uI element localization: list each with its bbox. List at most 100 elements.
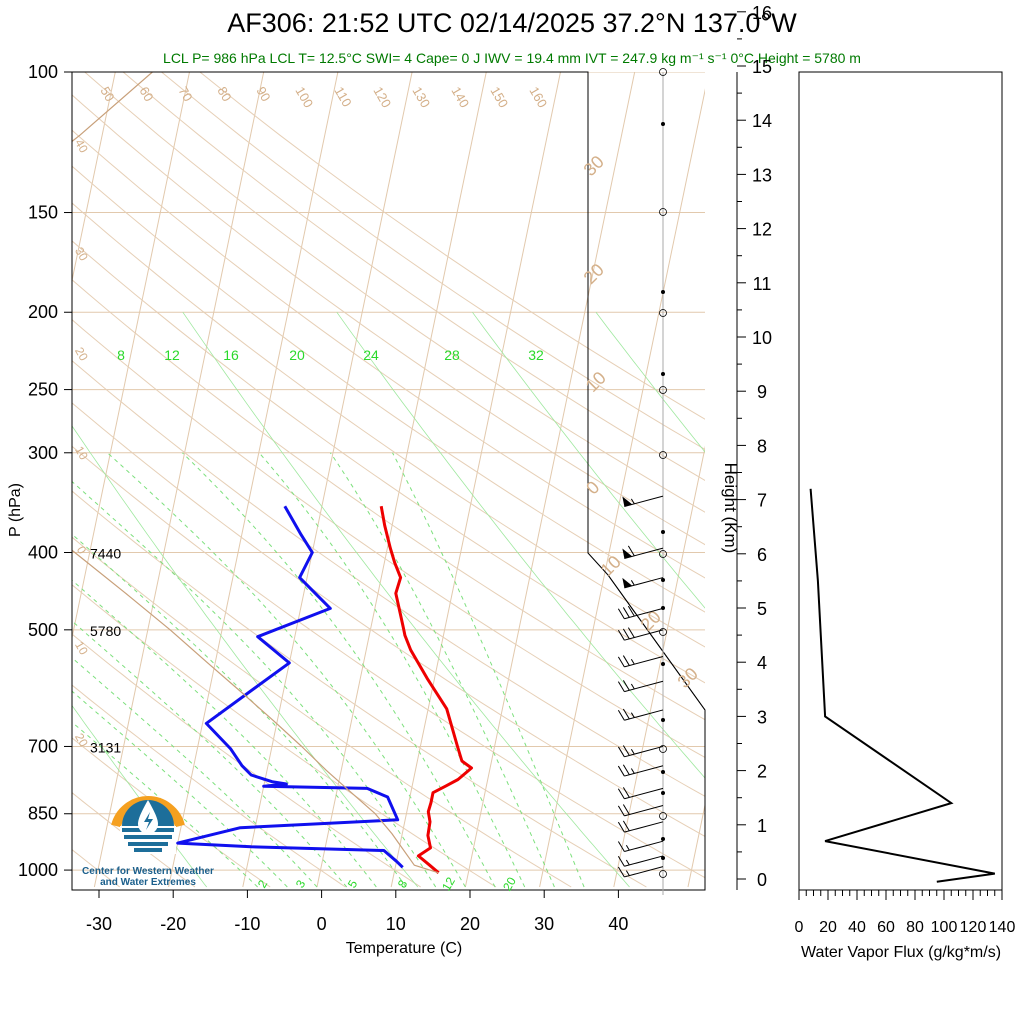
wind-barb-staff xyxy=(624,629,664,641)
height-label: 5780 xyxy=(90,623,121,639)
wind-barb-feather xyxy=(617,629,625,641)
dry-adiabat-line xyxy=(72,129,705,579)
y-tick-label: 100 xyxy=(28,62,58,82)
dry-adiabat-line xyxy=(72,849,121,888)
flux-tick-label: 40 xyxy=(848,919,866,936)
dry-adiabat-label: 50 xyxy=(97,84,117,104)
height-tick-label: 9 xyxy=(757,382,767,402)
wind-barb xyxy=(622,495,664,507)
wind-barb-feather xyxy=(617,656,625,668)
dry-adiabat-line xyxy=(161,72,705,451)
wind-column-level-dot xyxy=(661,122,666,127)
wind-barb xyxy=(617,820,664,833)
y-tick-label: 400 xyxy=(28,542,58,562)
dry-adiabat-label: 80 xyxy=(214,84,234,104)
moist-adiabat-line xyxy=(258,452,526,888)
dry-adiabat-line xyxy=(122,72,705,481)
dry-adiabat-line xyxy=(72,536,572,888)
wind-column-level-dot xyxy=(661,856,666,861)
water-vapor-flux-panel: 0 20 40 60 80 100 120 140 Water Vapor Flux (g/kg… xyxy=(795,71,1016,961)
wind-barb-feather xyxy=(622,820,630,832)
wind-barb-staff xyxy=(624,765,664,777)
moist-adiabat-line xyxy=(72,721,258,888)
isotherm-line xyxy=(316,72,487,888)
wind-barb-feather xyxy=(622,655,630,666)
y-tick-label: 850 xyxy=(28,804,58,824)
skew-t-series xyxy=(72,72,473,874)
flux-tick-label: 20 xyxy=(819,919,837,936)
wind-barb-staff xyxy=(624,607,664,620)
wind-column-level-circle xyxy=(659,309,667,317)
isotherm-line xyxy=(93,72,265,888)
flux-tick-label: 140 xyxy=(989,919,1016,936)
isotherm-label: 10 xyxy=(582,368,610,396)
wind-barb-feather xyxy=(617,608,625,619)
dry-adiabat-line xyxy=(72,490,647,888)
wind-barb-feather xyxy=(622,708,630,720)
wind-barb-staff xyxy=(624,745,664,758)
wind-barb-staff xyxy=(624,840,664,853)
series-line-parcel xyxy=(72,72,439,874)
height-tick-label: 4 xyxy=(757,653,767,673)
wind-barb xyxy=(617,745,664,758)
wind-barb-staff xyxy=(624,855,664,867)
wind-barb-staff xyxy=(624,709,664,721)
dry-adiabat-line xyxy=(72,202,705,648)
wind-column-level-circle xyxy=(659,550,667,558)
wind-barb-column xyxy=(617,68,667,895)
dry-adiabat-label: 90 xyxy=(253,84,273,104)
height-tick-label: 7 xyxy=(757,491,767,511)
height-axis-title: Height (Km) xyxy=(721,463,740,554)
dry-adiabat-line xyxy=(72,402,705,838)
dry-adiabat-line xyxy=(72,584,497,888)
height-tick-label: 8 xyxy=(757,436,767,456)
wind-barb-half-feather xyxy=(630,768,635,774)
x-tick-label: -10 xyxy=(234,914,260,934)
isotherm-label: 30 xyxy=(580,152,608,180)
flux-axis-title: Water Vapor Flux (g/kg*m/s) xyxy=(801,944,1001,961)
wind-barb xyxy=(622,577,664,589)
height-tick-label: 12 xyxy=(752,220,772,240)
logo-line-1: Center for Western Weather xyxy=(82,866,214,877)
mixing-ratio-label: 32 xyxy=(528,347,544,363)
wind-barb-flag xyxy=(622,548,633,559)
dry-adiabat-line xyxy=(72,94,705,546)
bottom-mixing-label: 2 xyxy=(255,877,271,890)
wind-barb xyxy=(617,804,664,817)
y-tick-label: 500 xyxy=(28,620,58,640)
wind-barb-feather xyxy=(617,805,625,817)
wind-column-level-circle xyxy=(659,745,667,753)
wind-column-level-circle xyxy=(659,68,667,76)
wind-column-level-circle xyxy=(659,812,667,820)
y-tick-label: 200 xyxy=(28,302,58,322)
height-tick-label: 16 xyxy=(752,3,772,23)
wind-barb-feather xyxy=(617,788,625,799)
wind-barb xyxy=(617,840,664,853)
height-tick-label: 5 xyxy=(757,599,767,619)
height-label: 3131 xyxy=(90,739,121,755)
wind-barb-half-feather xyxy=(630,659,635,665)
dry-adiabat-line xyxy=(72,737,271,888)
wind-column-level-dot xyxy=(661,662,666,667)
wind-barb-feather xyxy=(617,765,625,777)
dry-adiabat-label: 140 xyxy=(448,84,472,110)
wind-barb-feather xyxy=(617,746,625,758)
wind-barb-half-feather xyxy=(630,683,635,690)
y-axis-title: P (hPa) xyxy=(7,483,24,537)
wind-barb-feather xyxy=(617,841,625,852)
x-tick-label: 10 xyxy=(386,914,406,934)
wind-column-level-circle xyxy=(659,870,667,878)
mixing-ratio-label: 8 xyxy=(117,347,125,363)
height-tick-label: 15 xyxy=(752,57,772,77)
height-tick-label: 1 xyxy=(757,816,767,836)
wind-barb-feather xyxy=(617,710,625,721)
height-tick-label: 13 xyxy=(752,165,772,185)
wind-barb-half-feather xyxy=(625,844,630,851)
y-tick-label: 300 xyxy=(28,443,58,463)
dry-adiabat-line xyxy=(72,279,705,721)
mixing-ratio-label: 12 xyxy=(164,347,180,363)
wind-barb-staff xyxy=(624,680,664,693)
wind-column-level-dot xyxy=(661,530,666,535)
wind-barb-staff xyxy=(624,821,664,833)
